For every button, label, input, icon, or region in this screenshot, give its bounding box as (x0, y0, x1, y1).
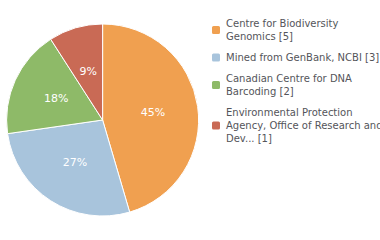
svg-text:Dev... [1]: Dev... [1] (226, 133, 272, 144)
svg-text:Barcoding [2]: Barcoding [2] (226, 86, 294, 97)
svg-text:Genomics [5]: Genomics [5] (226, 31, 293, 42)
svg-text:Centre for Biodiversity: Centre for Biodiversity (226, 18, 339, 29)
svg-text:9%: 9% (80, 65, 97, 78)
svg-text:Mined from GenBank, NCBI [3]: Mined from GenBank, NCBI [3] (226, 52, 379, 63)
svg-text:18%: 18% (44, 92, 68, 105)
svg-text:45%: 45% (141, 106, 165, 119)
svg-text:Canadian Centre for DNA: Canadian Centre for DNA (226, 73, 352, 84)
svg-text:Agency, Office of Research and: Agency, Office of Research and (226, 120, 380, 131)
svg-text:Environmental Protection: Environmental Protection (226, 107, 353, 118)
svg-text:27%: 27% (63, 156, 87, 169)
